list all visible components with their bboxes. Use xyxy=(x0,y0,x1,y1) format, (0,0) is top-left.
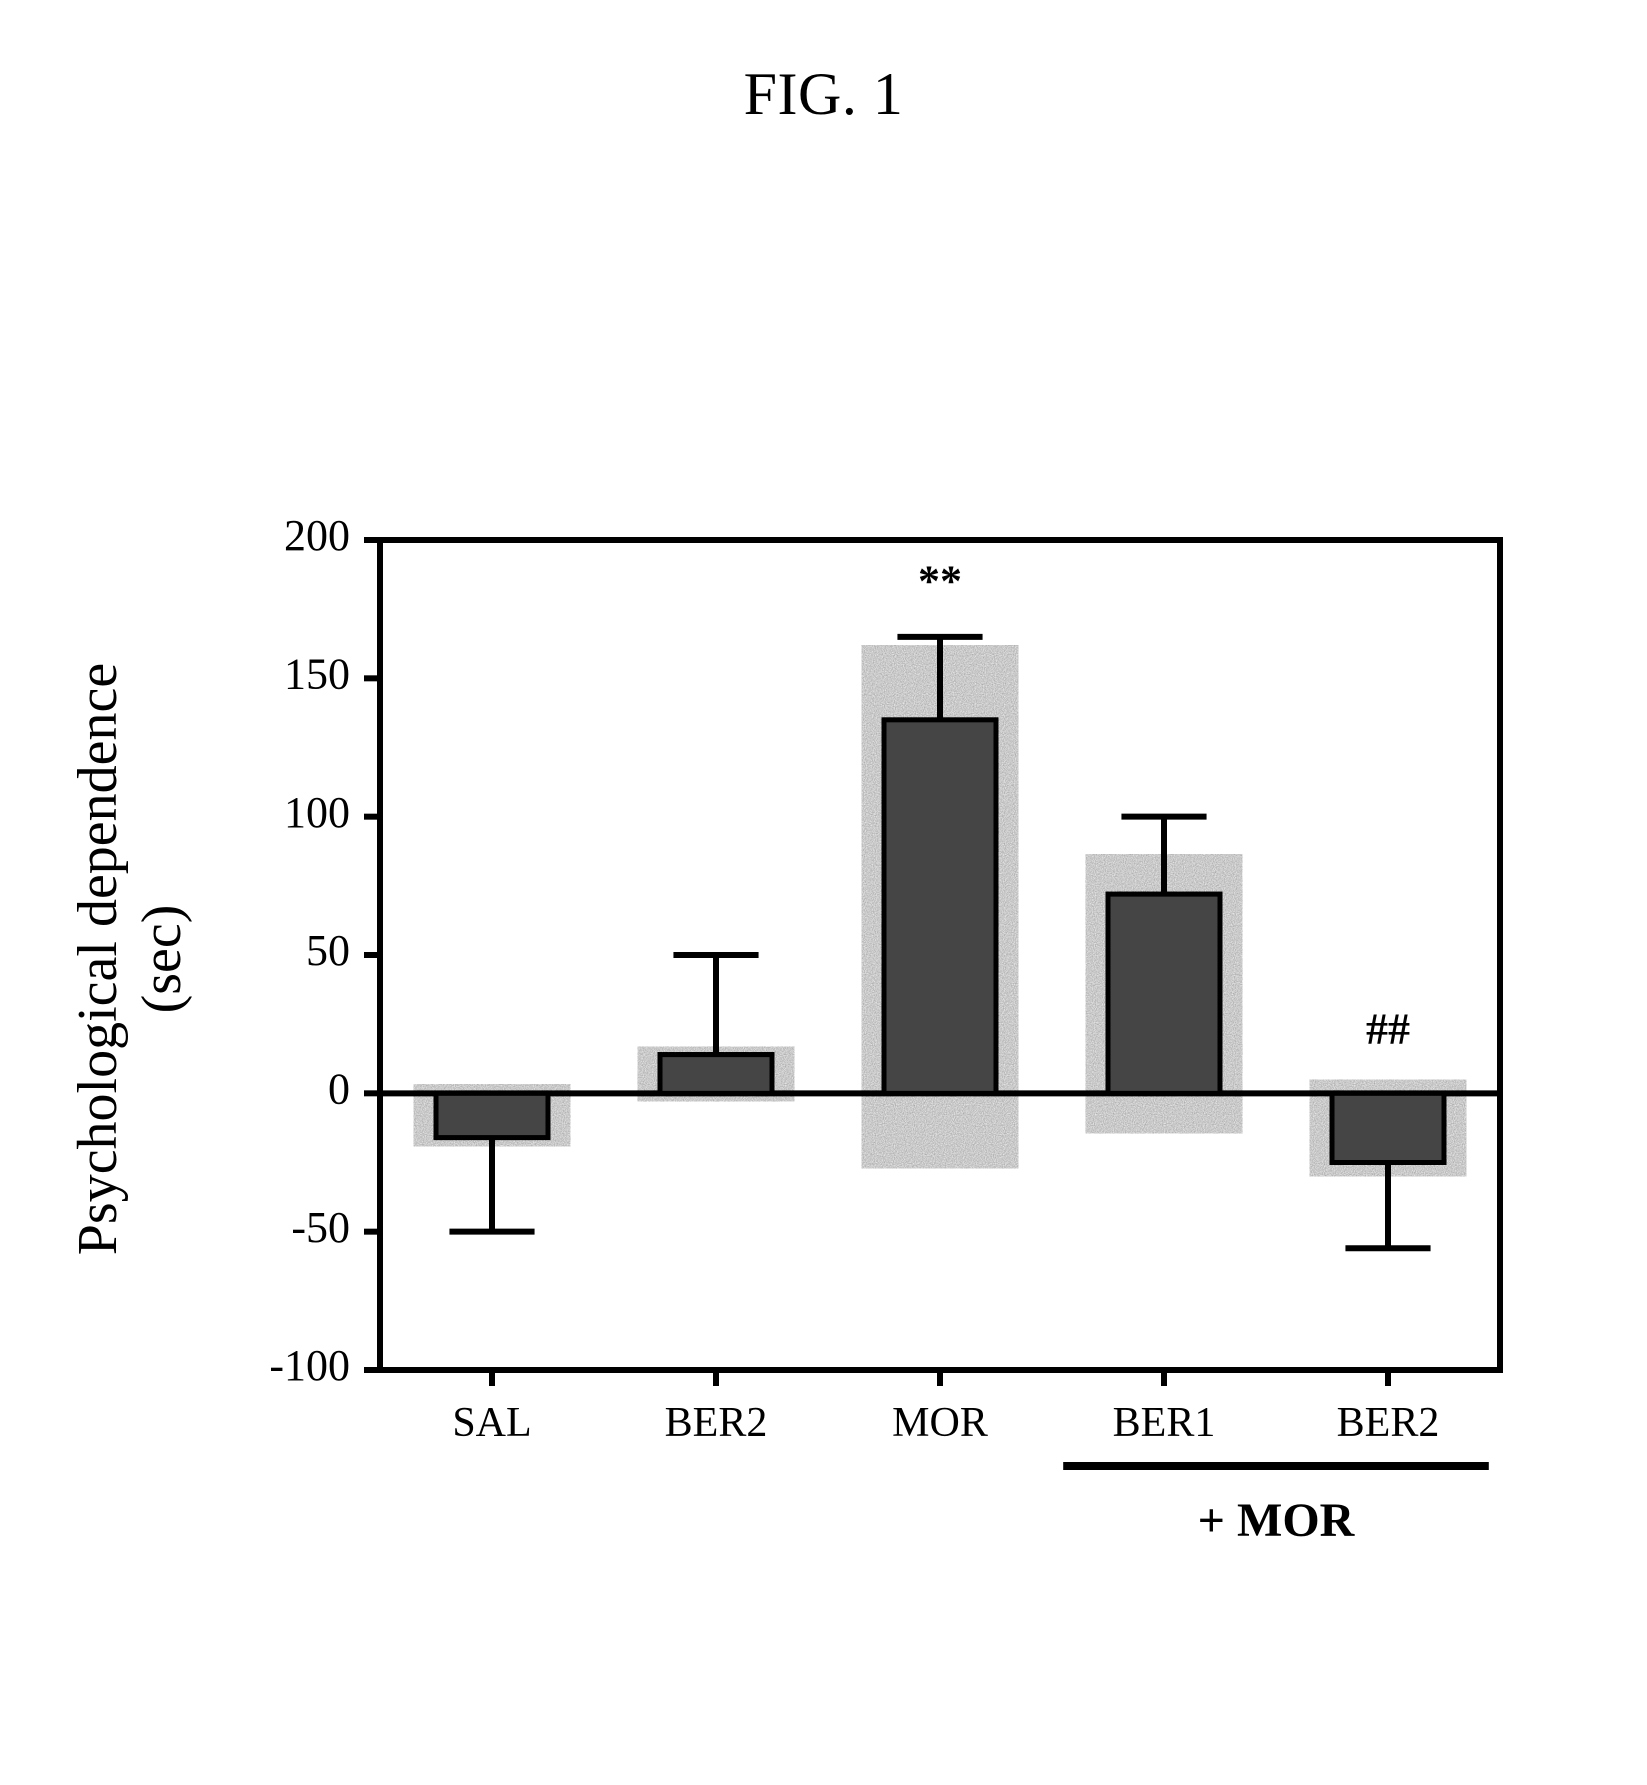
svg-text:**: ** xyxy=(918,556,962,605)
bar xyxy=(1108,894,1220,1093)
bar xyxy=(660,1055,772,1094)
svg-text:0: 0 xyxy=(328,1064,350,1113)
bar-chart: -100 -50 0 50 100 150 200 ** ## SAL BER2 MOR BER1 BER… xyxy=(0,0,1647,1780)
y-axis-label-line1: Psychological dependence xyxy=(66,559,130,1359)
x-category-label: BER1 xyxy=(1113,1400,1216,1446)
y-axis-label: Psychological dependence (sec) xyxy=(66,559,194,1359)
group-label: + MOR xyxy=(1198,1494,1356,1547)
x-category-label: SAL xyxy=(452,1400,531,1446)
bar xyxy=(1332,1093,1444,1162)
chart-container: Psychological dependence (sec) -100 -50 0 5… xyxy=(0,0,1647,1780)
y-axis-label-line2: (sec) xyxy=(130,559,194,1359)
svg-text:200: 200 xyxy=(284,511,350,560)
svg-text:100: 100 xyxy=(284,788,350,837)
svg-text:-100: -100 xyxy=(269,1341,350,1390)
x-category-label: MOR xyxy=(892,1400,988,1446)
page-root: FIG. 1 Psychological dependence (sec) -1… xyxy=(0,0,1647,1780)
bar xyxy=(436,1093,548,1137)
svg-text:150: 150 xyxy=(284,649,350,698)
svg-text:-50: -50 xyxy=(291,1203,350,1252)
x-category-label: BER2 xyxy=(1337,1400,1440,1446)
bar xyxy=(884,720,996,1093)
svg-text:50: 50 xyxy=(306,926,350,975)
svg-text:##: ## xyxy=(1366,1005,1410,1054)
x-category-label: BER2 xyxy=(665,1400,768,1446)
